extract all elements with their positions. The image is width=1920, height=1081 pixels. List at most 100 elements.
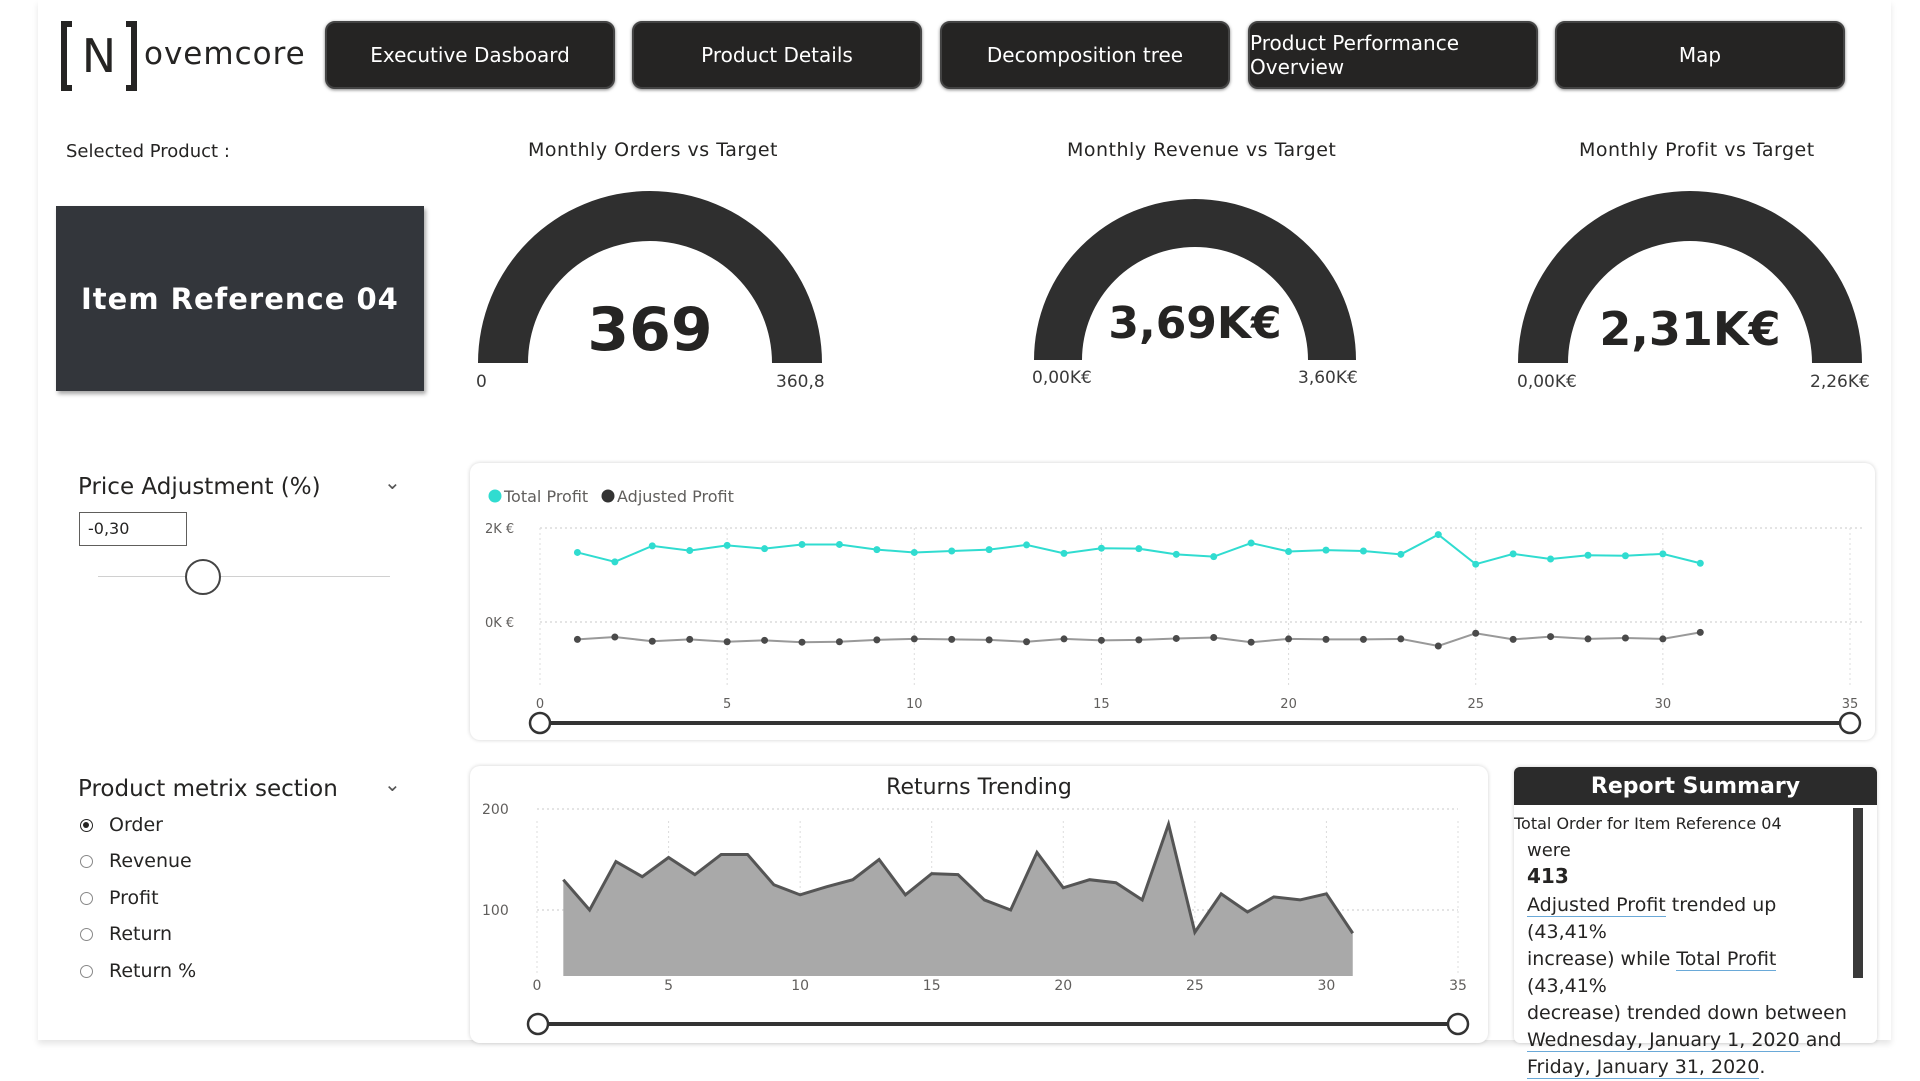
x-tick-label-6: 30 [1318, 978, 1336, 994]
x-tick-label-1: 5 [664, 978, 673, 994]
price-adjustment-input[interactable]: -0,30 [79, 512, 187, 546]
series-0-point-16 [1172, 550, 1180, 558]
series-1-point-9 [910, 635, 918, 643]
chevron-down-icon[interactable]: ⌄ [384, 774, 401, 796]
series-1-point-7 [835, 638, 843, 646]
gauge-revenue-min: 0,00K€ [1032, 368, 1092, 388]
zoom-slider-start-handle[interactable] [526, 1012, 550, 1036]
gauge-revenue-arc [1034, 199, 1356, 360]
series-0-point-25 [1509, 550, 1517, 558]
metric-option-return[interactable]: Return [80, 923, 172, 945]
series-0-point-30 [1696, 559, 1704, 567]
series-0-point-20 [1322, 546, 1330, 554]
gauge-orders-max: 360,8 [776, 372, 825, 392]
series-0-point-28 [1621, 552, 1629, 560]
series-0-point-27 [1584, 551, 1592, 559]
chevron-down-icon[interactable]: ⌄ [384, 472, 401, 494]
y-tick-label-0: 2K € [485, 522, 514, 537]
series-0-point-7 [835, 540, 843, 548]
legend-label-1: Adjusted Profit [617, 487, 734, 506]
summary-end-date: Friday, January 31, 2020 [1527, 1056, 1760, 1079]
x-tick-label-2: 10 [906, 697, 923, 712]
series-1-point-25 [1509, 635, 1517, 643]
gauge-profit-min: 0,00K€ [1517, 372, 1577, 392]
zoom-slider-end-handle[interactable] [1838, 711, 1862, 735]
x-tick-label-5: 25 [1467, 697, 1484, 712]
zoom-slider-start-handle[interactable] [528, 711, 552, 735]
price-adjustment-track [98, 576, 390, 577]
series-1-point-2 [648, 637, 656, 645]
x-tick-label-2: 10 [791, 978, 809, 994]
x-tick-label-6: 30 [1655, 697, 1672, 712]
summary-line2: were [1527, 840, 1571, 861]
series-1-point-8 [873, 636, 881, 644]
nav-product-details-button[interactable]: Product Details [632, 21, 922, 89]
series-1-point-29 [1659, 635, 1667, 643]
series-1-point-14 [1097, 636, 1105, 644]
radio-icon[interactable] [80, 854, 93, 868]
series-1-point-23 [1434, 642, 1442, 650]
report-summary-title: Report Summary [1514, 767, 1877, 805]
summary-line1: Total Order for Item Reference 04 [1514, 814, 1782, 833]
series-1-point-28 [1621, 634, 1629, 642]
series-0-point-29 [1659, 550, 1667, 558]
x-tick-label-4: 20 [1054, 978, 1072, 994]
radio-icon[interactable] [80, 891, 93, 905]
radio-icon[interactable] [80, 927, 93, 941]
series-1-point-17 [1210, 634, 1218, 642]
radio-icon[interactable] [80, 964, 93, 978]
summary-scrollbar[interactable] [1853, 808, 1863, 978]
gauge-profit [1518, 191, 1862, 363]
metric-option-profit[interactable]: Profit [80, 887, 159, 909]
series-1-point-5 [761, 636, 769, 644]
summary-paragraph: Adjusted Profit trended up (43,41% incre… [1527, 894, 1847, 1079]
series-0-point-9 [910, 548, 918, 556]
series-1-point-26 [1547, 633, 1555, 641]
y-tick-label-1: 0K € [485, 616, 514, 631]
zoom-slider-end-handle[interactable] [1446, 1012, 1470, 1036]
x-tick-label-4: 20 [1280, 697, 1297, 712]
returns-area [563, 824, 1353, 976]
series-1-point-4 [723, 638, 731, 646]
series-0-point-26 [1547, 555, 1555, 563]
metric-option-order[interactable]: Order [80, 814, 163, 836]
metric-option-return-percent[interactable]: Return % [80, 960, 196, 982]
series-1-point-6 [798, 638, 806, 646]
x-tick-label-3: 15 [923, 978, 941, 994]
series-1-point-11 [985, 636, 993, 644]
series-0-point-23 [1434, 531, 1442, 539]
series-0-point-17 [1210, 553, 1218, 561]
x-tick-label-5: 25 [1186, 978, 1204, 994]
x-tick-label-0: 0 [536, 697, 544, 712]
series-1-point-20 [1322, 635, 1330, 643]
legend-marker-0 [488, 489, 502, 503]
nav-decomposition-tree-button[interactable]: Decomposition tree [940, 21, 1230, 89]
series-1-point-21 [1359, 635, 1367, 643]
nav-map-button[interactable]: Map [1555, 21, 1845, 89]
radio-icon[interactable] [80, 818, 93, 832]
selected-product-card: Item Reference 04 [56, 206, 424, 391]
logo-icon: N [61, 21, 137, 91]
series-0-point-24 [1472, 560, 1480, 568]
gauge-profit-value: 2,31K€ [1599, 302, 1781, 356]
metric-option-revenue[interactable]: Revenue [80, 850, 192, 872]
x-tick-label-0: 0 [533, 978, 542, 994]
gauge-orders-title: Monthly Orders vs Target [528, 139, 779, 161]
series-1-point-10 [948, 635, 956, 643]
series-0-point-19 [1285, 548, 1293, 555]
x-tick-label-7: 35 [1842, 697, 1859, 712]
series-0-point-14 [1097, 544, 1105, 552]
series-0-point-2 [648, 542, 656, 550]
gauge-profit-max: 2,26K€ [1810, 372, 1870, 392]
series-0-point-18 [1247, 539, 1255, 547]
series-1-point-15 [1135, 636, 1143, 644]
y-tick-label-0: 200 [482, 802, 509, 818]
nav-product-performance-button[interactable]: Product Performance Overview [1248, 21, 1538, 89]
series-0-point-22 [1397, 550, 1405, 558]
price-adjustment-slider-handle[interactable] [185, 559, 222, 595]
series-0-point-11 [985, 546, 993, 554]
selected-product-value: Item Reference 04 [81, 281, 399, 316]
gauge-profit-title: Monthly Profit vs Target [1579, 139, 1815, 161]
returns-line [562, 818, 1354, 936]
nav-executive-dashboard-button[interactable]: Executive Dasboard [325, 21, 615, 89]
